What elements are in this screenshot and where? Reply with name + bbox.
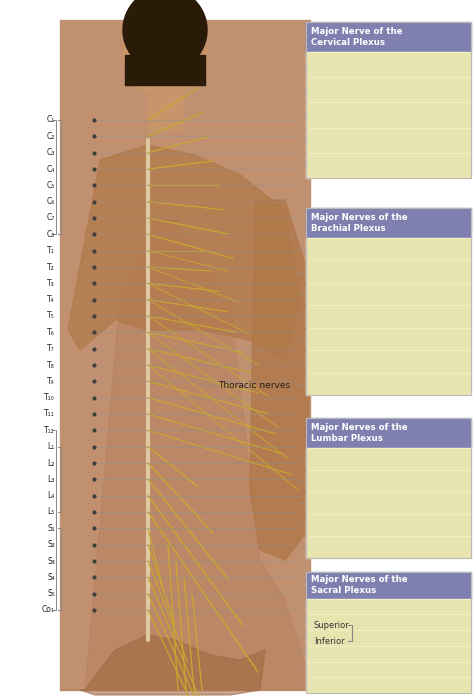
Bar — [306, 418, 471, 558]
Bar — [306, 104, 471, 127]
Bar — [125, 55, 205, 85]
Text: S₅: S₅ — [47, 590, 55, 598]
Text: C₆: C₆ — [46, 197, 55, 206]
Bar — [306, 22, 471, 178]
Polygon shape — [80, 635, 265, 695]
Bar — [306, 572, 471, 693]
Text: C₃: C₃ — [46, 148, 55, 157]
Text: S₃: S₃ — [47, 557, 55, 565]
Text: T₁₁: T₁₁ — [45, 409, 55, 418]
Bar — [306, 351, 471, 372]
Bar — [306, 208, 471, 395]
Bar — [306, 418, 471, 448]
Text: S₂: S₂ — [47, 540, 55, 549]
Text: Major Nerves of the
Lumbar Plexus: Major Nerves of the Lumbar Plexus — [311, 423, 408, 443]
Bar — [306, 238, 471, 395]
Bar — [306, 53, 471, 76]
Bar — [306, 615, 471, 629]
Bar — [306, 78, 471, 102]
Bar — [306, 647, 471, 661]
Text: T₈: T₈ — [47, 361, 55, 370]
Text: T₅: T₅ — [47, 312, 55, 320]
Text: C₄: C₄ — [47, 164, 55, 173]
Bar — [306, 129, 471, 152]
Bar — [306, 471, 471, 491]
Bar — [306, 239, 471, 260]
Bar — [306, 262, 471, 282]
Text: Thoracic nerves: Thoracic nerves — [218, 381, 290, 390]
Text: Superior: Superior — [314, 621, 350, 630]
Bar — [148, 95, 182, 130]
Text: S₁: S₁ — [47, 524, 55, 533]
Text: Co₁: Co₁ — [42, 606, 55, 615]
Bar — [306, 154, 471, 177]
Text: C₇: C₇ — [47, 214, 55, 223]
Text: C₂: C₂ — [46, 132, 55, 141]
Text: L₃: L₃ — [47, 475, 55, 484]
Bar — [306, 599, 471, 693]
Polygon shape — [68, 145, 300, 360]
Bar — [306, 208, 471, 238]
Circle shape — [123, 0, 207, 72]
Text: T₁₂: T₁₂ — [44, 426, 55, 435]
Circle shape — [123, 13, 207, 97]
Bar — [306, 22, 471, 52]
Text: Major Nerves of the
Brachial Plexus: Major Nerves of the Brachial Plexus — [311, 213, 408, 233]
Text: Inferior: Inferior — [314, 637, 345, 646]
Text: C₁: C₁ — [47, 116, 55, 125]
Text: Major Nerves of the
Sacral Plexus: Major Nerves of the Sacral Plexus — [311, 576, 408, 595]
Bar — [306, 329, 471, 349]
Bar — [306, 52, 471, 178]
Text: L₂: L₂ — [47, 459, 55, 468]
Bar — [306, 572, 471, 599]
Text: L₄: L₄ — [48, 491, 55, 500]
Bar — [60, 20, 310, 690]
Bar — [306, 448, 471, 558]
Text: S₄: S₄ — [47, 573, 55, 582]
Bar — [306, 631, 471, 644]
Text: Major Nerve of the
Cervical Plexus: Major Nerve of the Cervical Plexus — [311, 27, 402, 47]
Text: C₈: C₈ — [46, 230, 55, 239]
Text: T₁₀: T₁₀ — [44, 393, 55, 402]
Bar — [306, 374, 471, 394]
Text: T₄: T₄ — [47, 295, 55, 304]
Bar — [306, 537, 471, 557]
Text: L₅: L₅ — [47, 507, 55, 516]
Polygon shape — [250, 200, 310, 560]
Polygon shape — [60, 220, 310, 690]
Bar — [306, 663, 471, 677]
Text: T₇: T₇ — [47, 344, 55, 353]
Bar — [306, 600, 471, 613]
Bar — [306, 284, 471, 304]
Bar — [306, 449, 471, 469]
Text: T₉: T₉ — [47, 377, 55, 386]
Bar — [306, 679, 471, 692]
Bar — [306, 515, 471, 535]
Text: T₂: T₂ — [47, 262, 55, 271]
Bar — [306, 306, 471, 326]
Text: T₆: T₆ — [47, 328, 55, 337]
Text: T₁: T₁ — [47, 246, 55, 255]
Text: C₅: C₅ — [46, 181, 55, 190]
Bar — [306, 493, 471, 513]
Text: T₃: T₃ — [47, 279, 55, 288]
Text: L₁: L₁ — [48, 442, 55, 451]
